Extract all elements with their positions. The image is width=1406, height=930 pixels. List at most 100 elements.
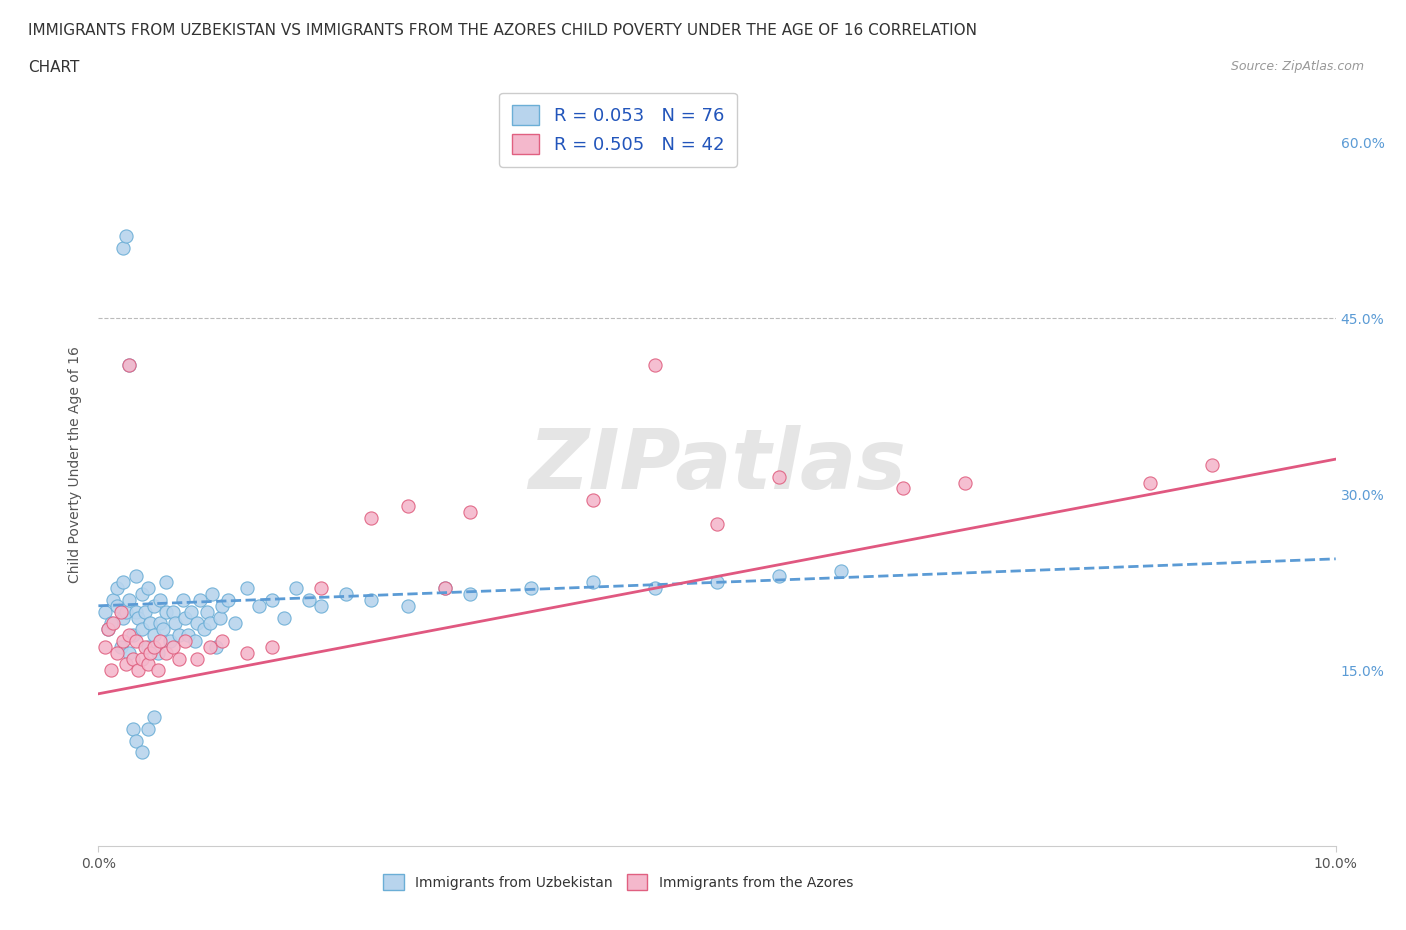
Point (124, 569, 146, 584)
Point (127, 610, 149, 625)
Point (146, 663, 169, 678)
Point (149, 616, 172, 631)
Point (124, 633, 146, 648)
Point (201, 587, 224, 602)
Point (176, 628, 198, 643)
Point (273, 610, 295, 625)
Point (103, 592, 125, 607)
Point (93, 640, 115, 655)
Point (208, 610, 231, 625)
Point (193, 622, 215, 637)
Point (167, 628, 190, 643)
Point (134, 640, 156, 655)
Point (433, 580, 456, 595)
Point (122, 651, 145, 666)
Point (122, 628, 145, 643)
Point (433, 580, 456, 595)
Text: ZIPatlas: ZIPatlas (529, 424, 905, 506)
Point (114, 604, 136, 619)
Point (103, 616, 125, 631)
Point (114, 657, 136, 671)
Point (100, 616, 122, 631)
Point (112, 610, 135, 625)
Point (188, 592, 211, 607)
Point (118, 645, 141, 660)
Point (143, 640, 166, 655)
Point (1139, 475, 1161, 490)
Point (131, 587, 153, 602)
Point (217, 592, 239, 607)
Point (159, 633, 181, 648)
Point (127, 663, 149, 678)
Point (706, 575, 728, 590)
Point (134, 604, 156, 619)
Point (205, 640, 228, 655)
Point (100, 663, 122, 678)
Point (458, 587, 481, 602)
Point (285, 580, 308, 595)
Point (396, 498, 419, 513)
Point (224, 616, 246, 631)
Point (953, 475, 976, 490)
Point (165, 616, 187, 631)
Point (180, 604, 202, 619)
Point (136, 722, 159, 737)
Point (149, 592, 172, 607)
Point (93, 604, 115, 619)
Point (131, 622, 153, 637)
Point (136, 640, 159, 655)
Point (114, 229, 136, 244)
Text: CHART: CHART (28, 60, 80, 75)
Point (174, 633, 197, 648)
Point (112, 241, 135, 256)
Point (139, 616, 162, 631)
Point (1201, 458, 1223, 472)
Point (184, 633, 207, 648)
Point (143, 598, 166, 613)
Point (143, 628, 166, 643)
Point (706, 516, 728, 531)
Point (167, 651, 190, 666)
Point (162, 604, 184, 619)
Text: IMMIGRANTS FROM UZBEKISTAN VS IMMIGRANTS FROM THE AZORES CHILD POVERTY UNDER THE: IMMIGRANTS FROM UZBEKISTAN VS IMMIGRANTS… (28, 23, 977, 38)
Point (136, 580, 159, 595)
Point (112, 633, 135, 648)
Point (247, 598, 270, 613)
Point (143, 710, 166, 724)
Point (118, 358, 141, 373)
Text: Source: ZipAtlas.com: Source: ZipAtlas.com (1230, 60, 1364, 73)
Point (198, 616, 221, 631)
Point (118, 592, 141, 607)
Point (396, 598, 419, 613)
Point (118, 358, 141, 373)
Point (768, 569, 790, 584)
Point (146, 645, 169, 660)
Point (105, 598, 128, 613)
Point (124, 604, 146, 619)
Point (186, 616, 208, 631)
Point (172, 592, 194, 607)
Point (891, 481, 914, 496)
Point (124, 733, 146, 748)
Point (830, 564, 852, 578)
Point (155, 604, 177, 619)
Point (458, 504, 481, 519)
Legend: Immigrants from Uzbekistan, Immigrants from the Azores: Immigrants from Uzbekistan, Immigrants f… (377, 868, 860, 897)
Point (155, 645, 177, 660)
Point (198, 640, 221, 655)
Point (768, 470, 790, 485)
Point (122, 722, 145, 737)
Point (582, 493, 605, 508)
Point (360, 511, 382, 525)
Point (139, 645, 162, 660)
Point (644, 580, 666, 595)
Point (236, 580, 259, 595)
Point (260, 640, 283, 655)
Point (105, 645, 128, 660)
Point (97, 622, 120, 637)
Point (582, 575, 605, 590)
Point (110, 604, 132, 619)
Point (118, 628, 141, 643)
Point (309, 580, 332, 595)
Point (360, 592, 382, 607)
